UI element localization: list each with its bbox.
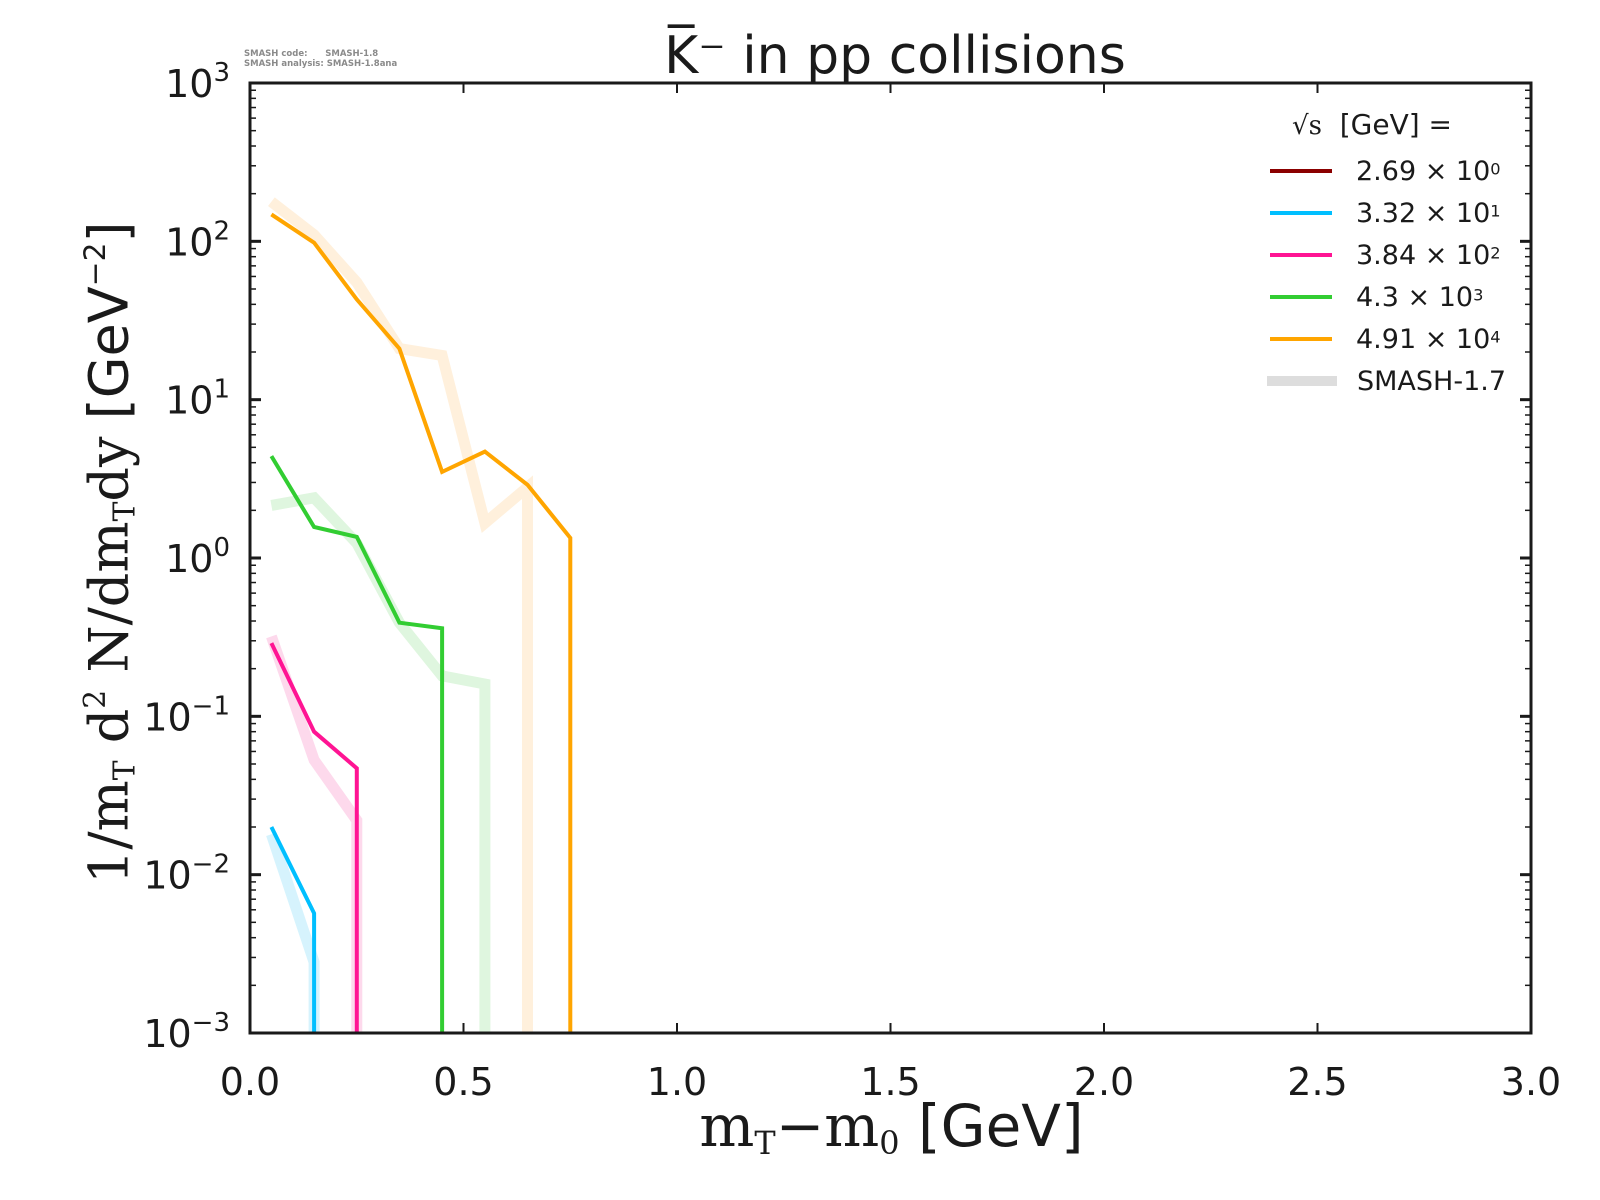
y-tick-label: 101 bbox=[165, 375, 230, 423]
axis-ticks bbox=[249, 81, 1532, 1035]
x-tick-label: 0.0 bbox=[220, 1060, 280, 1104]
legend-item: SMASH-1.7 bbox=[1262, 360, 1522, 402]
legend-title: √s [GeV] = bbox=[1292, 106, 1522, 150]
y-label-part-c: N/dm bbox=[77, 521, 141, 690]
x-axis-label: mT−m0 [GeV] bbox=[250, 1092, 1533, 1162]
reference-series-line-3 bbox=[268, 197, 533, 1033]
legend-label: 3.84 × 102 bbox=[1356, 239, 1501, 271]
x-tick-label: 1.0 bbox=[647, 1060, 707, 1104]
legend-label: 3.32 × 101 bbox=[1356, 197, 1501, 229]
x-label-sub-t: T bbox=[754, 1123, 776, 1162]
legend-swatch bbox=[1267, 376, 1337, 386]
y-label-unit-exp: −2 bbox=[78, 242, 114, 287]
y-label-sup-2: 2 bbox=[78, 689, 114, 709]
y-tick-label: 103 bbox=[165, 58, 230, 106]
legend-item: 4.91 × 104 bbox=[1262, 318, 1522, 360]
reference-series-line-0 bbox=[266, 832, 320, 1033]
x-tick-label: 2.0 bbox=[1074, 1060, 1134, 1104]
data-series-group bbox=[269, 212, 573, 1033]
legend-items: 2.69 × 100 3.32 × 101 3.84 × 102 4.3 × 103 4… bbox=[1262, 150, 1522, 402]
chart-title: K̅⁻ in pp collisions bbox=[664, 26, 1126, 86]
x-tick-label: 3.0 bbox=[1501, 1060, 1561, 1104]
legend-item: 4.3 × 103 bbox=[1262, 276, 1522, 318]
legend-label: 4.91 × 104 bbox=[1356, 323, 1501, 355]
series-line-4 bbox=[270, 212, 573, 1033]
series-line-2 bbox=[269, 642, 359, 1033]
y-tick-label: 10−3 bbox=[143, 1008, 230, 1056]
x-label-m: m bbox=[699, 1092, 755, 1160]
legend-title-text: [GeV] = bbox=[1339, 108, 1453, 141]
legend-swatch bbox=[1270, 211, 1332, 215]
series-line-3 bbox=[269, 455, 445, 1033]
legend-label-exponent: 0 bbox=[1490, 158, 1501, 178]
x-label-minus-m: −m bbox=[775, 1092, 880, 1160]
legend-label-exponent: 2 bbox=[1490, 242, 1501, 262]
legend: √s [GeV] = 2.69 × 100 3.32 × 101 3.84 × 10… bbox=[1262, 106, 1522, 402]
y-label-sub-t: T bbox=[107, 760, 143, 781]
y-tick-label: 102 bbox=[165, 216, 230, 264]
legend-label: SMASH-1.7 bbox=[1357, 365, 1507, 397]
x-tick-label: 0.5 bbox=[433, 1060, 493, 1104]
legend-swatch bbox=[1270, 295, 1332, 299]
legend-label-exponent: 3 bbox=[1473, 284, 1484, 304]
y-label-sub-t2: T bbox=[107, 501, 143, 522]
series-line-1 bbox=[269, 826, 317, 1033]
legend-item: 2.69 × 100 bbox=[1262, 150, 1522, 192]
smash-version-info: SMASH code: SMASH-1.8 SMASH analysis: SMA… bbox=[244, 49, 397, 69]
y-label-part-d: dy bbox=[77, 419, 141, 502]
legend-label: 2.69 × 100 bbox=[1356, 155, 1501, 187]
y-label-close: ] bbox=[77, 221, 141, 243]
y-label-part-b: d bbox=[77, 708, 141, 761]
y-tick-label: 10−1 bbox=[143, 691, 230, 739]
y-tick-label: 10−2 bbox=[143, 850, 230, 898]
legend-label-exponent: 1 bbox=[1490, 200, 1501, 220]
legend-label-exponent: 4 bbox=[1490, 326, 1501, 346]
y-label-unit: [GeV bbox=[77, 286, 141, 420]
smash-code-version: SMASH code: SMASH-1.8 bbox=[244, 49, 379, 59]
y-label-part-a: 1/m bbox=[77, 780, 141, 885]
x-tick-label: 2.5 bbox=[1287, 1060, 1347, 1104]
legend-label: 4.3 × 103 bbox=[1356, 281, 1484, 313]
x-tick-label: 1.5 bbox=[860, 1060, 920, 1104]
legend-item: 3.32 × 101 bbox=[1262, 192, 1522, 234]
y-tick-label: 100 bbox=[165, 533, 230, 581]
legend-swatch bbox=[1270, 169, 1332, 173]
axis-tick-labels: 0.0 0.5 1.0 1.5 2.0 2.5 3.0 10−3 10−2 10−1 100 101 1… bbox=[143, 58, 1561, 1104]
x-label-sub-0: 0 bbox=[879, 1123, 900, 1162]
sqrt-s-symbol: √s bbox=[1292, 111, 1322, 141]
legend-item: 3.84 × 102 bbox=[1262, 234, 1522, 276]
legend-swatch bbox=[1270, 337, 1332, 341]
legend-swatch bbox=[1270, 253, 1332, 257]
y-axis-label: 1/mT d2 N/dmTdy [GeV−2] bbox=[77, 103, 142, 1003]
smash-analysis-version: SMASH analysis: SMASH-1.8ana bbox=[244, 59, 398, 69]
x-label-unit: [GeV] bbox=[899, 1092, 1084, 1160]
